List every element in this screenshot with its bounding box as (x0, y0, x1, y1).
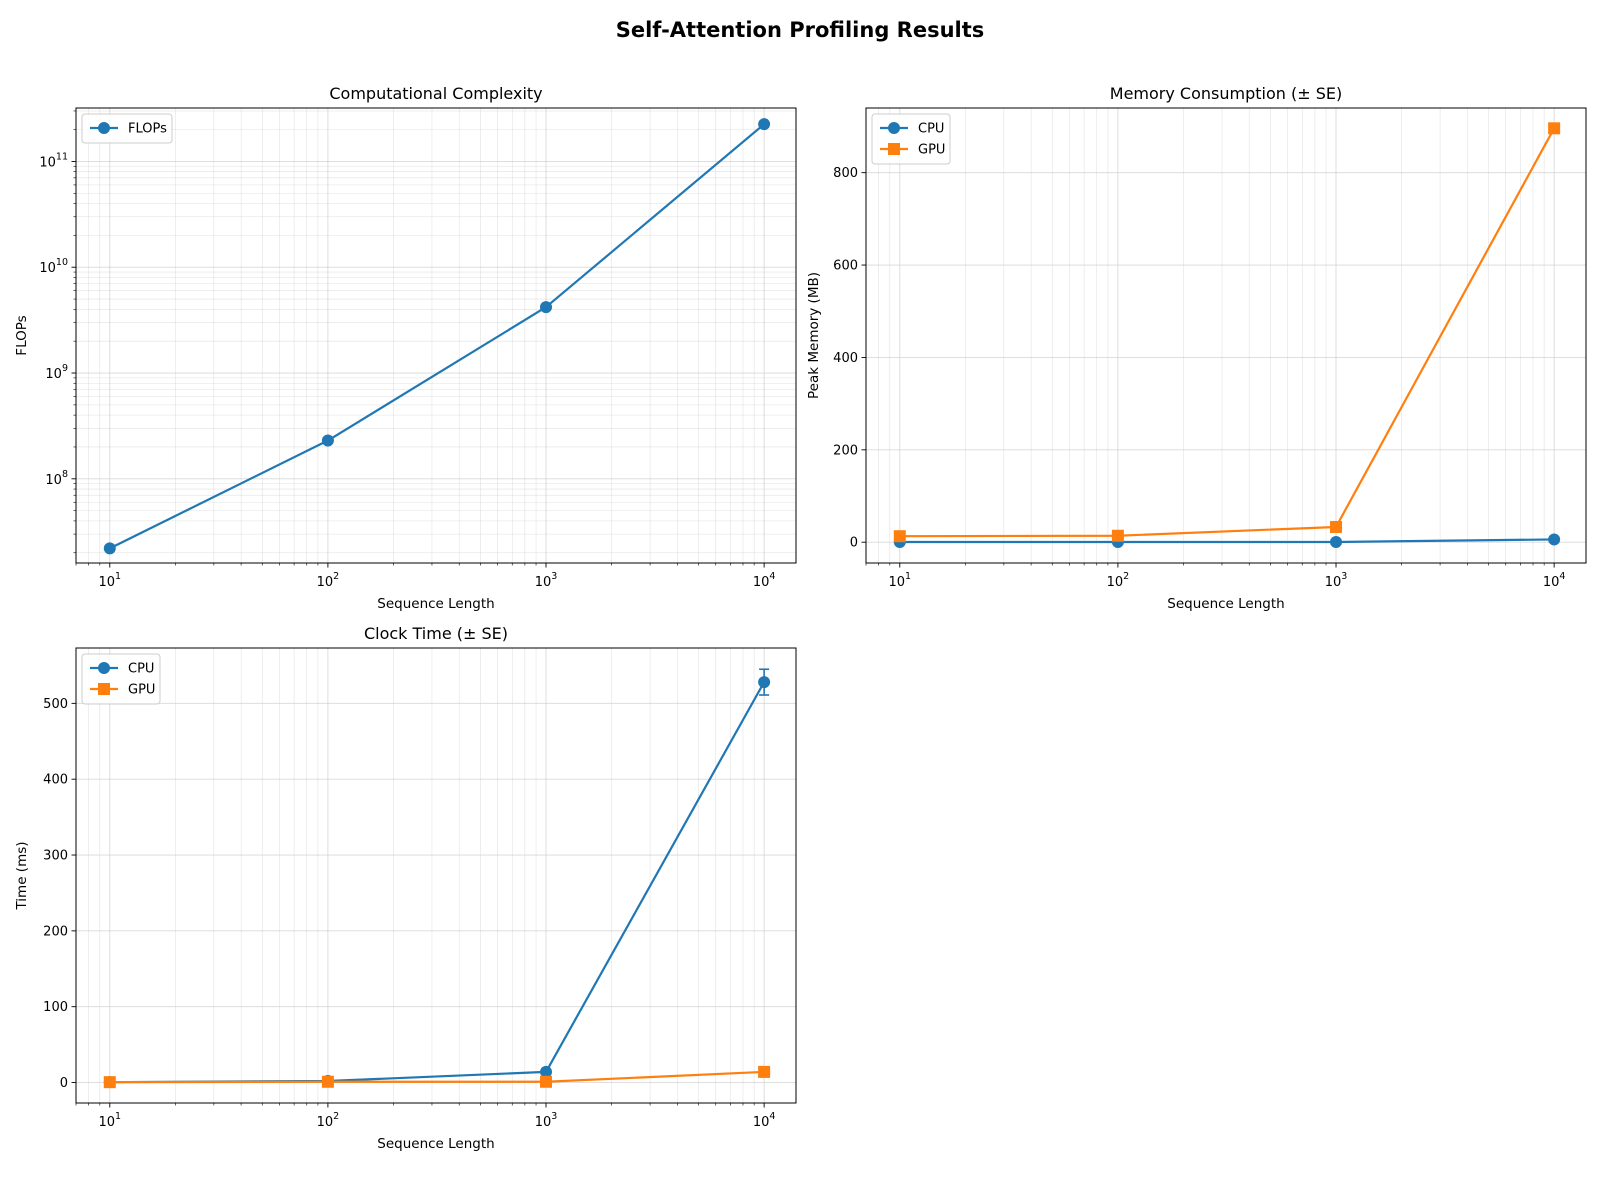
y-tick-label: 600 (833, 259, 858, 274)
series-line (899, 127, 1556, 538)
y-axis-label: Time (ms) (14, 841, 30, 910)
chart-complexity: 101 102 103 104 108 109 1010 1011 Computational … (14, 84, 797, 612)
y-tick-label: 100 (43, 1000, 68, 1015)
data-point (1548, 122, 1561, 135)
legend-marker (98, 122, 110, 134)
chart-title: Memory Consumption (± SE) (1110, 84, 1342, 103)
legend-label: FLOPs (128, 122, 167, 137)
plot-frame (865, 107, 1587, 564)
grid (865, 108, 1586, 563)
x-tick-label: 101 (98, 1111, 121, 1130)
series-line (899, 538, 1555, 544)
x-axis-label: Sequence Length (377, 596, 494, 612)
y-tick-label: 400 (43, 773, 68, 788)
x-axis-label: Sequence Length (1167, 596, 1284, 612)
x-tick-label: 102 (317, 1111, 340, 1130)
x-tick-label: 104 (753, 1111, 776, 1130)
grid (75, 108, 796, 563)
chart-title: Computational Complexity (329, 84, 542, 103)
legend-label: GPU (918, 143, 945, 158)
series-gpu (893, 122, 1561, 543)
data-point (758, 676, 771, 689)
x-tick-label: 101 (888, 571, 911, 590)
y-tick-label: 800 (833, 166, 858, 181)
legend-label: CPU (128, 662, 154, 677)
y-tick-label: 500 (43, 697, 68, 712)
legend-box (81, 113, 173, 144)
y-tick-label: 300 (43, 849, 68, 864)
data-point (103, 542, 116, 555)
x-tick-label: 103 (535, 1111, 558, 1130)
x-axis-label: Sequence Length (377, 1136, 494, 1152)
chart-title: Clock Time (± SE) (364, 624, 508, 643)
x-tick-label: 104 (1543, 571, 1566, 590)
chart-memory: 101 102 103 104 0 200 400 600 800 Memory Consumpt… (806, 84, 1587, 612)
y-axis-label: Peak Memory (MB) (806, 272, 822, 399)
data-point (1330, 535, 1343, 548)
x-tick-label: 103 (1325, 571, 1348, 590)
x-tick-label: 102 (1107, 571, 1130, 590)
series-line (109, 681, 766, 1084)
data-point (321, 1075, 334, 1088)
series-cpu (103, 668, 771, 1089)
y-tick-label: 1010 (39, 257, 68, 276)
legend: CPU GPU (871, 113, 951, 165)
data-point (540, 1065, 553, 1078)
series-line (109, 123, 765, 550)
chart-clock: 101 102 103 104 0 100 200 300 400 500 Clock Time (… (14, 624, 797, 1152)
y-tick-label: 0 (850, 536, 858, 551)
x-tick-label: 103 (535, 571, 558, 590)
y-tick-label: 1011 (39, 151, 68, 170)
data-point (758, 118, 771, 131)
legend: CPU GPU (81, 653, 161, 705)
data-point (1111, 529, 1124, 542)
series-gpu (103, 1065, 771, 1089)
x-tick-label: 102 (317, 571, 340, 590)
grid (75, 648, 796, 1103)
y-tick-label: 108 (45, 469, 68, 488)
legend: FLOPs (81, 113, 173, 144)
legend-label: CPU (918, 122, 944, 137)
y-tick-label: 400 (833, 351, 858, 366)
plot-frame (75, 107, 797, 564)
data-point (540, 301, 553, 314)
figure-title: Self-Attention Profiling Results (615, 18, 985, 42)
data-point (758, 1065, 771, 1078)
legend-marker (98, 662, 110, 674)
legend-marker (888, 122, 900, 134)
data-point (103, 1076, 116, 1089)
plot-frame (75, 647, 797, 1104)
data-point (1548, 533, 1561, 546)
y-tick-label: 109 (45, 363, 68, 382)
series-flops (103, 118, 771, 555)
y-tick-label: 0 (60, 1076, 68, 1091)
y-tick-label: 200 (833, 443, 858, 458)
x-tick-label: 104 (753, 571, 776, 590)
legend-marker (888, 143, 900, 155)
legend-label: GPU (128, 683, 155, 698)
data-point (1330, 520, 1343, 533)
y-axis-label: FLOPs (14, 315, 30, 355)
y-tick-label: 200 (43, 924, 68, 939)
legend-marker (98, 683, 110, 695)
data-point (893, 530, 906, 543)
data-point (540, 1075, 553, 1088)
x-tick-label: 101 (98, 571, 121, 590)
series-line (109, 1070, 765, 1084)
data-point (321, 434, 334, 447)
